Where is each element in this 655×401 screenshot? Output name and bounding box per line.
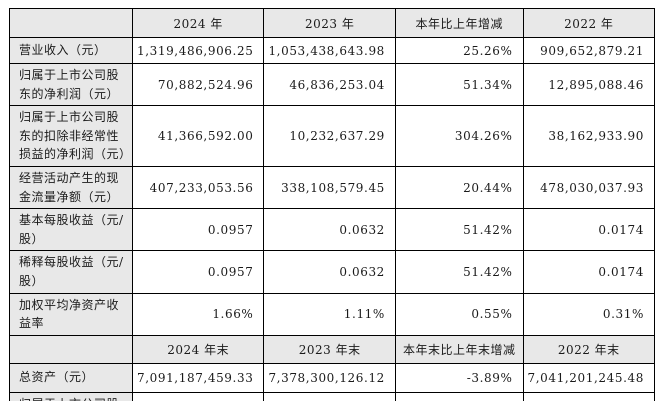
value-cell-change: -3.89% [394,362,524,393]
value-cell-2022: 7,041,201,245.48 [522,362,655,393]
value-cell-change: 51.34% [394,62,524,107]
row-label: 归属于上市公司股东的净资产（元） [9,391,133,401]
value-cell-2023: 1.11% [263,292,396,336]
value-cell-2024: 1,319,486,906.25 [131,37,265,64]
row-label: 经营活动产生的现金流量净额（元） [9,165,133,210]
row-label: 基本每股收益（元/股） [9,208,133,252]
row-label: 加权平均净资产收益率 [9,292,133,336]
value-cell-2022: 4,190,655,354.74 [522,391,655,401]
row-label: 稀释每股收益（元/股） [9,250,133,294]
period-header-row: 2024 年 2023 年 本年比上年增减 2022 年 [9,8,655,38]
value-cell-2022: 0.0174 [522,250,655,294]
value-cell-2023: 7,378,300,126.12 [263,362,396,393]
value-cell-2024: 41,366,592.00 [131,105,265,167]
corner-blank-cell [9,334,133,364]
row-label: 归属于上市公司股东的净利润（元） [9,62,133,107]
corner-blank-cell [9,8,133,38]
table-row-revenue: 营业收入（元） 1,319,486,906.25 1,053,438,643.9… [9,37,655,64]
point-header-row: 2024 年末 2023 年末 本年末比上年末增减 2022 年末 [9,334,655,364]
column-header-2023-end: 2023 年末 [263,334,396,364]
value-cell-change: 304.26% [394,105,524,167]
column-header-2022: 2022 年 [522,8,655,38]
value-cell-2022: 12,895,088.46 [522,62,655,107]
table-row-basic-eps: 基本每股收益（元/股） 0.0957 0.0632 51.42% 0.0174 [9,208,655,252]
table-row-operating-cash-flow: 经营活动产生的现金流量净额（元） 407,233,053.56 338,108,… [9,165,655,210]
column-header-2024: 2024 年 [131,8,265,38]
value-cell-change: 20.44% [394,165,524,210]
column-header-2022-end: 2022 年末 [522,334,655,364]
value-cell-2023: 1,053,438,643.98 [263,37,396,64]
column-header-2024-end: 2024 年末 [131,334,265,364]
value-cell-2024: 0.0957 [131,250,265,294]
row-label: 营业收入（元） [9,37,133,64]
value-cell-2024: 407,233,053.56 [131,165,265,210]
table-row-diluted-eps: 稀释每股收益（元/股） 0.0957 0.0632 51.42% 0.0174 [9,250,655,294]
value-cell-change: 51.42% [394,208,524,252]
value-cell-2023: 46,836,253.04 [263,62,396,107]
table-row-total-assets: 总资产（元） 7,091,187,459.33 7,378,300,126.12… [9,362,655,393]
value-cell-2023: 4,253,691,934.69 [263,391,396,401]
table-row-net-profit-excl-nonrecurring: 归属于上市公司股东的扣除非经常性损益的净利润（元） 41,366,592.00 … [9,105,655,167]
column-header-yoy-change: 本年比上年增减 [394,8,524,38]
column-header-yoy-end-change: 本年末比上年末增减 [394,334,524,364]
value-cell-2024: 4,277,978,364.43 [131,391,265,401]
row-label: 总资产（元） [9,362,133,393]
table-row-weighted-avg-roe: 加权平均净资产收益率 1.66% 1.11% 0.55% 0.31% [9,292,655,336]
column-header-2023: 2023 年 [263,8,396,38]
value-cell-change: 0.55% [394,292,524,336]
financial-summary-table: 2024 年 2023 年 本年比上年增减 2022 年 营业收入（元） 1,3… [9,8,655,401]
value-cell-change: 25.26% [394,37,524,64]
value-cell-change: 0.57% [394,391,524,401]
value-cell-2022: 0.31% [522,292,655,336]
value-cell-2022: 478,030,037.93 [522,165,655,210]
value-cell-2023: 338,108,579.45 [263,165,396,210]
value-cell-change: 51.42% [394,250,524,294]
value-cell-2023: 10,232,637.29 [263,105,396,167]
value-cell-2022: 0.0174 [522,208,655,252]
row-label: 归属于上市公司股东的扣除非经常性损益的净利润（元） [9,105,133,167]
value-cell-2024: 7,091,187,459.33 [131,362,265,393]
value-cell-2024: 0.0957 [131,208,265,252]
value-cell-2023: 0.0632 [263,250,396,294]
value-cell-2022: 38,162,933.90 [522,105,655,167]
value-cell-2024: 1.66% [131,292,265,336]
value-cell-2022: 909,652,879.21 [522,37,655,64]
table-row-net-profit: 归属于上市公司股东的净利润（元） 70,882,524.96 46,836,25… [9,62,655,107]
value-cell-2023: 0.0632 [263,208,396,252]
value-cell-2024: 70,882,524.96 [131,62,265,107]
table-row-net-assets: 归属于上市公司股东的净资产（元） 4,277,978,364.43 4,253,… [9,391,655,401]
